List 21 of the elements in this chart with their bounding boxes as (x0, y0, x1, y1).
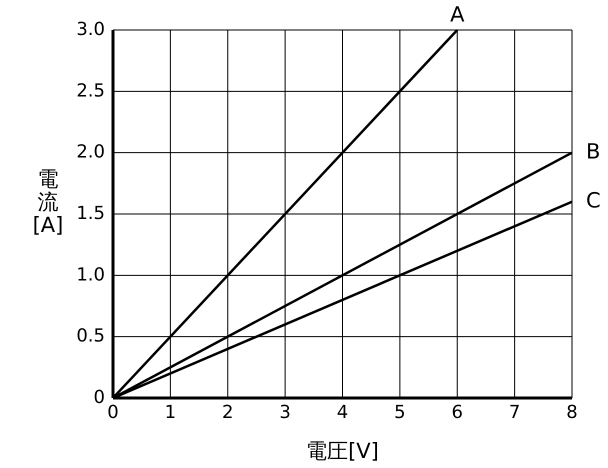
y-tick-label: 0 (94, 386, 105, 408)
x-tick-label: 7 (508, 402, 520, 423)
y-axis-title: 電流[A] (32, 167, 64, 237)
x-tick-label: 1 (164, 402, 176, 423)
series-label: B (586, 139, 600, 164)
y-tick-label: 2.5 (76, 80, 105, 102)
y-tick-label: 1.5 (76, 202, 105, 224)
y-tick-label: 1.0 (76, 264, 105, 286)
series-label: C (586, 188, 601, 212)
y-tick-label: 3.0 (76, 18, 105, 40)
x-tick-label: 4 (336, 402, 348, 423)
x-tick-label: 2 (222, 402, 234, 423)
series-label: A (450, 2, 466, 27)
x-tick-label: 5 (394, 402, 406, 423)
x-tick-label: 0 (107, 402, 119, 423)
y-tick-label: 2.0 (76, 142, 105, 163)
y-tick-label: 0.5 (76, 326, 105, 347)
x-tick-label: 3 (279, 402, 291, 423)
x-tick-label: 6 (452, 402, 463, 423)
x-axis-title: 電圧[V] (306, 439, 379, 463)
x-tick-label: 8 (566, 402, 578, 423)
